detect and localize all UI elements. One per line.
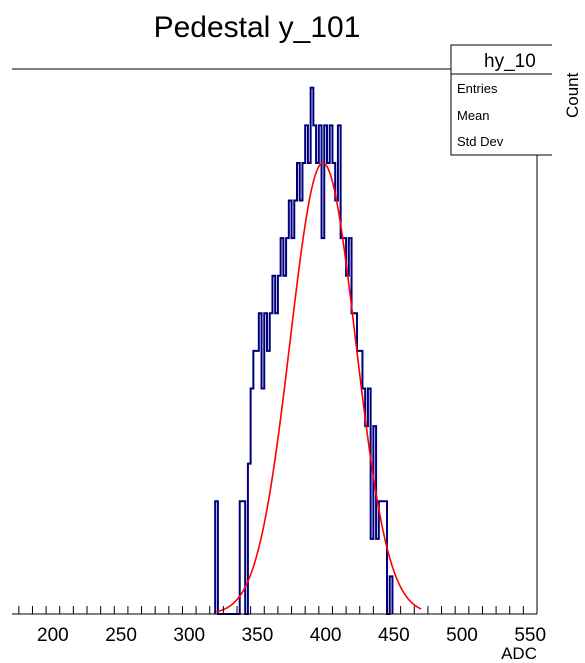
chart-title: Pedestal y_101 bbox=[154, 11, 361, 44]
stats-row-entries: Entries bbox=[457, 81, 498, 96]
stats-row-mean: Mean bbox=[457, 108, 490, 123]
stats-box-name: hy_10 bbox=[484, 51, 536, 72]
x-tick-label: 350 bbox=[242, 625, 274, 646]
histogram-outline bbox=[214, 86, 394, 615]
gaussian-fit-curve bbox=[216, 162, 422, 613]
stats-box-frame bbox=[450, 44, 562, 156]
x-tick-label: 300 bbox=[173, 625, 205, 646]
x-tick-label: 250 bbox=[105, 625, 137, 646]
x-axis-tick-labels: 200 250 300 350 400 450 500 550 bbox=[37, 625, 546, 646]
x-tick-label: 400 bbox=[310, 625, 342, 646]
histogram-bins bbox=[214, 86, 394, 615]
y-axis-title-overlay: Count bbox=[563, 72, 582, 118]
x-axis-ticks bbox=[18, 606, 538, 614]
stats-box-crop bbox=[552, 44, 585, 156]
stats-row-stddev: Std Dev bbox=[457, 134, 504, 149]
stats-box: hy_10 Entries Mean Std Dev bbox=[450, 44, 562, 156]
x-tick-label: 550 bbox=[514, 625, 546, 646]
x-axis-title: ADC bbox=[501, 644, 537, 663]
x-tick-label: 500 bbox=[446, 625, 478, 646]
x-tick-label: 450 bbox=[378, 625, 410, 646]
x-tick-label: 200 bbox=[37, 625, 69, 646]
